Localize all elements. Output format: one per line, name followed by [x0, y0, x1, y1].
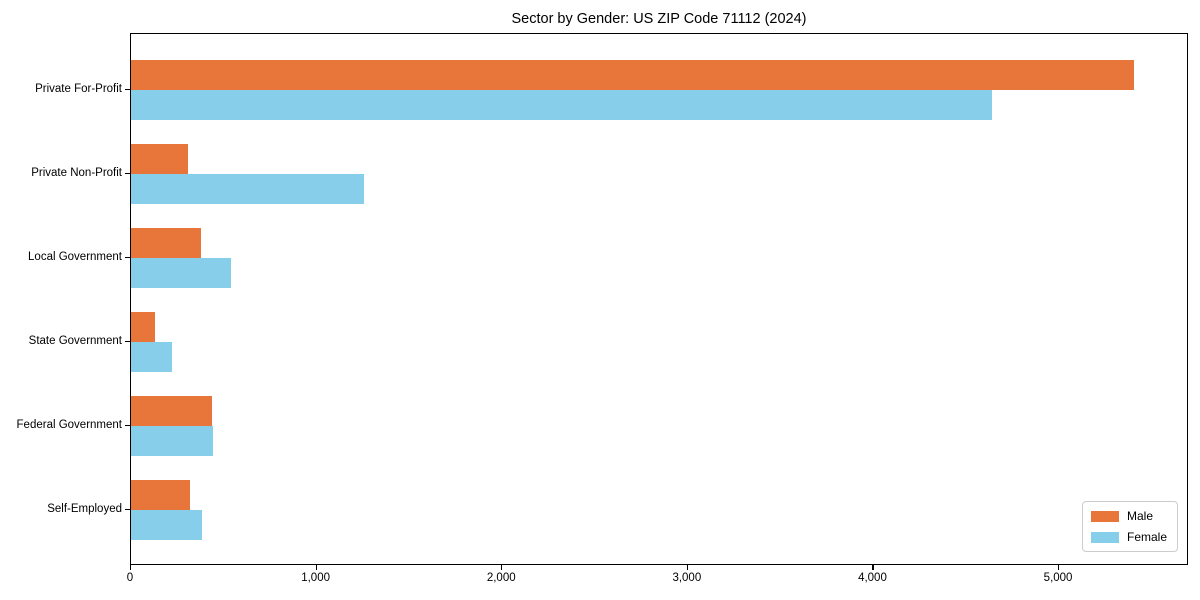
- chart-title: Sector by Gender: US ZIP Code 71112 (202…: [511, 11, 807, 27]
- bar-male: [131, 228, 202, 258]
- y-axis-label: State Government: [28, 335, 122, 347]
- x-axis-tick: [686, 565, 689, 570]
- bar-group: [131, 468, 1187, 552]
- legend-label-male: Male: [1126, 509, 1153, 523]
- y-axis-label: Private For-Profit: [35, 83, 122, 95]
- x-axis-tick: [315, 565, 317, 570]
- x-axis-tick-label: 5,000: [1043, 572, 1073, 584]
- legend-label-female: Female: [1126, 530, 1167, 544]
- bar-group: [131, 48, 1187, 132]
- bar-female: [131, 174, 365, 204]
- legend: Male Female: [1081, 501, 1178, 552]
- bar-female: [131, 426, 213, 456]
- y-axis-tick: [125, 88, 130, 90]
- x-axis-tick-label: 1,000: [301, 572, 330, 584]
- bar-female: [131, 90, 993, 120]
- y-axis-label: Self-Employed: [47, 503, 122, 515]
- bar-male: [131, 312, 156, 342]
- legend-entry-male: Male: [1090, 509, 1167, 523]
- bar-male: [131, 60, 1135, 90]
- y-axis-label: Federal Government: [16, 419, 122, 431]
- x-axis-tick-label: 4,000: [858, 572, 887, 584]
- bar-male: [131, 480, 191, 510]
- bar-group: [131, 132, 1187, 216]
- bar-female: [131, 258, 232, 288]
- legend-entry-female: Female: [1090, 530, 1167, 544]
- bar-female: [131, 342, 172, 372]
- x-axis-tick-label: 2,000: [486, 572, 516, 584]
- legend-swatch-male: [1090, 510, 1119, 522]
- legend-swatch-female: [1090, 531, 1119, 543]
- bar-male: [131, 144, 189, 174]
- y-axis-tick: [125, 340, 130, 342]
- bar-female: [131, 510, 203, 540]
- x-axis-tick: [872, 565, 874, 570]
- x-axis-tick-label: 3,000: [672, 572, 702, 584]
- y-axis-tick: [125, 424, 130, 426]
- x-axis-tick-label: 0: [126, 572, 134, 584]
- bar-male: [131, 396, 212, 426]
- y-axis-tick: [125, 172, 130, 174]
- x-axis-tick: [501, 565, 503, 570]
- bar-group: [131, 300, 1187, 384]
- x-axis-tick: [130, 565, 132, 570]
- x-axis-tick: [1058, 565, 1060, 570]
- bar-group: [131, 216, 1187, 300]
- bar-group: [131, 384, 1187, 468]
- y-axis-tick: [125, 256, 130, 258]
- y-axis-tick: [125, 508, 130, 510]
- plot-area: Male Female: [130, 33, 1188, 565]
- y-axis-label: Local Government: [28, 251, 122, 263]
- y-axis-label: Private Non-Profit: [31, 167, 122, 179]
